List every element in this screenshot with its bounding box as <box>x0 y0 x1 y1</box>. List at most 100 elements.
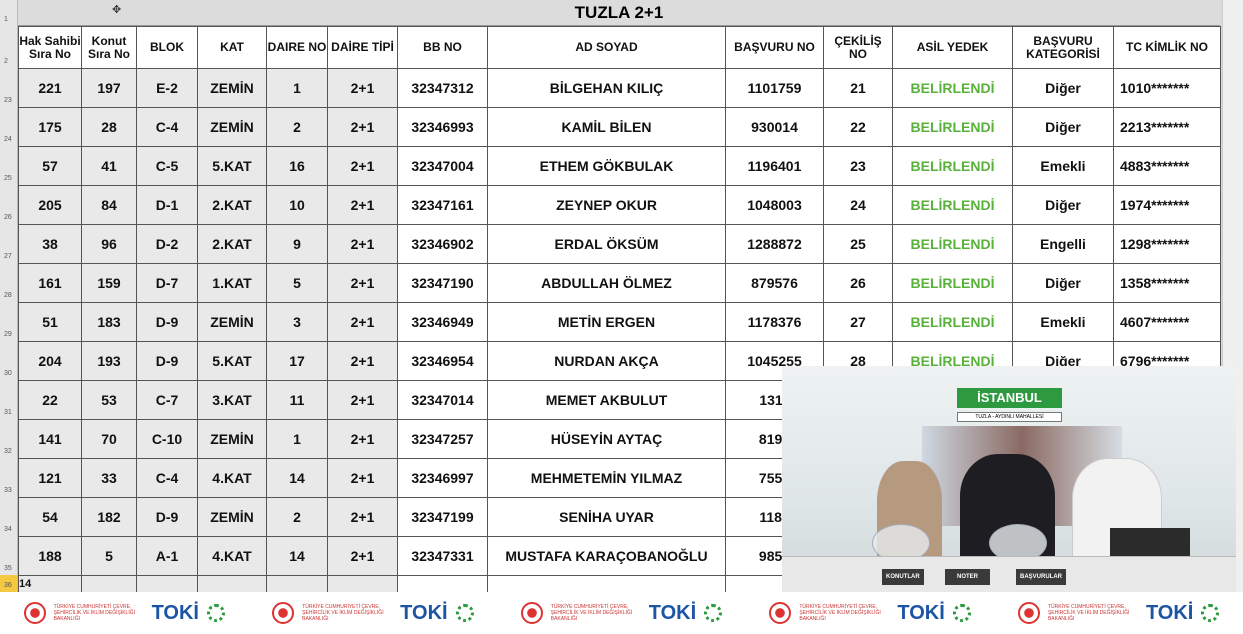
table-cell[interactable]: 32347014 <box>397 380 488 420</box>
table-cell[interactable]: ZEMİN <box>197 107 267 147</box>
table-cell[interactable]: 32347312 <box>397 68 488 108</box>
row-number[interactable]: 25 <box>0 146 18 185</box>
table-cell[interactable]: 1196401 <box>725 146 824 186</box>
table-cell[interactable]: SENİHA UYAR <box>487 497 726 537</box>
table-cell[interactable]: Diğer <box>1012 263 1114 303</box>
table-cell[interactable]: 22 <box>823 107 893 147</box>
table-cell[interactable]: MEMET AKBULUT <box>487 380 726 420</box>
table-cell[interactable]: 3 <box>266 302 328 342</box>
table-cell[interactable]: BELİRLENDİ <box>892 263 1013 303</box>
column-header[interactable]: BAŞVURU NO <box>725 26 824 69</box>
table-cell[interactable]: 2.KAT <box>197 185 267 225</box>
table-cell[interactable]: HÜSEYİN AYTAÇ <box>487 419 726 459</box>
table-cell[interactable]: BELİRLENDİ <box>892 302 1013 342</box>
table-cell[interactable]: D-9 <box>136 341 198 381</box>
table-cell[interactable]: 2 <box>266 497 328 537</box>
table-cell[interactable]: 197 <box>81 68 137 108</box>
table-cell[interactable]: ZEMİN <box>197 497 267 537</box>
table-cell[interactable]: BELİRLENDİ <box>892 224 1013 264</box>
table-cell[interactable]: 9 <box>266 224 328 264</box>
table-cell[interactable]: 182 <box>81 497 137 537</box>
table-cell[interactable]: 188 <box>18 536 82 576</box>
row-number[interactable]: 34 <box>0 497 18 536</box>
row-number[interactable]: 36 <box>0 575 18 592</box>
table-cell[interactable]: 32347331 <box>397 536 488 576</box>
table-cell[interactable]: 5.KAT <box>197 341 267 381</box>
column-header[interactable]: Konut Sıra No <box>81 26 137 69</box>
column-header[interactable]: KAT <box>197 26 267 69</box>
table-cell[interactable]: 141 <box>18 419 82 459</box>
table-cell[interactable]: 175 <box>18 107 82 147</box>
table-cell[interactable]: 204 <box>18 341 82 381</box>
table-cell[interactable]: MUSTAFA KARAÇOBANOĞLU <box>487 536 726 576</box>
table-cell[interactable]: BİLGEHAN KILIÇ <box>487 68 726 108</box>
table-cell[interactable]: 53 <box>81 380 137 420</box>
table-cell[interactable]: 205 <box>18 185 82 225</box>
column-header[interactable]: AD SOYAD <box>487 26 726 69</box>
table-cell[interactable]: C-5 <box>136 146 198 186</box>
column-header[interactable]: ÇEKİLİŞ NO <box>823 26 893 69</box>
table-cell[interactable]: 4.KAT <box>197 458 267 498</box>
table-cell[interactable] <box>487 575 726 593</box>
table-cell[interactable]: 32347257 <box>397 419 488 459</box>
table-cell[interactable]: 84 <box>81 185 137 225</box>
table-cell[interactable]: ERDAL ÖKSÜM <box>487 224 726 264</box>
table-cell[interactable]: Emekli <box>1012 146 1114 186</box>
table-cell[interactable]: 2+1 <box>327 68 398 108</box>
table-cell[interactable] <box>327 575 398 593</box>
table-cell[interactable]: D-7 <box>136 263 198 303</box>
column-header[interactable]: ASİL YEDEK <box>892 26 1013 69</box>
table-cell[interactable]: 51 <box>18 302 82 342</box>
table-cell[interactable]: 159 <box>81 263 137 303</box>
table-cell[interactable]: D-9 <box>136 302 198 342</box>
table-cell[interactable]: 2+1 <box>327 146 398 186</box>
table-cell[interactable]: 70 <box>81 419 137 459</box>
table-cell[interactable]: 1358******* <box>1113 263 1221 303</box>
table-cell[interactable]: 54 <box>18 497 82 537</box>
table-cell[interactable] <box>397 575 488 593</box>
table-cell[interactable] <box>81 575 137 593</box>
table-cell[interactable]: 14 <box>266 458 328 498</box>
table-cell[interactable]: 5.KAT <box>197 146 267 186</box>
table-cell[interactable]: 32347161 <box>397 185 488 225</box>
table-cell[interactable]: 2+1 <box>327 458 398 498</box>
column-header[interactable]: TC KİMLİK NO <box>1113 26 1221 69</box>
row-number[interactable]: 33 <box>0 458 18 497</box>
table-cell[interactable]: 4607******* <box>1113 302 1221 342</box>
table-cell[interactable]: 38 <box>18 224 82 264</box>
table-cell[interactable]: 1101759 <box>725 68 824 108</box>
table-cell[interactable]: 32346997 <box>397 458 488 498</box>
table-cell[interactable]: 1178376 <box>725 302 824 342</box>
table-cell[interactable]: 14 <box>18 575 82 593</box>
table-cell[interactable]: 23 <box>823 146 893 186</box>
table-cell[interactable]: 17 <box>266 341 328 381</box>
row-number[interactable]: 30 <box>0 341 18 380</box>
table-cell[interactable]: MEHMETEMİN YILMAZ <box>487 458 726 498</box>
table-cell[interactable]: ZEMİN <box>197 68 267 108</box>
table-cell[interactable]: 32347004 <box>397 146 488 186</box>
table-cell[interactable]: 121 <box>18 458 82 498</box>
table-cell[interactable]: C-4 <box>136 458 198 498</box>
table-cell[interactable] <box>197 575 267 593</box>
table-cell[interactable]: BELİRLENDİ <box>892 185 1013 225</box>
table-cell[interactable]: METİN ERGEN <box>487 302 726 342</box>
table-cell[interactable]: Diğer <box>1012 185 1114 225</box>
table-cell[interactable]: 1.KAT <box>197 263 267 303</box>
table-cell[interactable]: 28 <box>81 107 137 147</box>
table-cell[interactable]: 2+1 <box>327 263 398 303</box>
table-cell[interactable]: 33 <box>81 458 137 498</box>
row-number[interactable]: 23 <box>0 68 18 107</box>
column-header[interactable]: Hak Sahibi Sıra No <box>18 26 82 69</box>
row-number[interactable]: 27 <box>0 224 18 263</box>
table-cell[interactable]: 41 <box>81 146 137 186</box>
table-cell[interactable]: 2213******* <box>1113 107 1221 147</box>
table-cell[interactable]: BELİRLENDİ <box>892 107 1013 147</box>
table-cell[interactable]: 2 <box>266 107 328 147</box>
table-cell[interactable]: 1010******* <box>1113 68 1221 108</box>
table-cell[interactable]: 4883******* <box>1113 146 1221 186</box>
column-header[interactable]: BB NO <box>397 26 488 69</box>
table-cell[interactable]: 2+1 <box>327 185 398 225</box>
table-cell[interactable]: 1298******* <box>1113 224 1221 264</box>
table-cell[interactable]: Diğer <box>1012 107 1114 147</box>
table-cell[interactable]: 879576 <box>725 263 824 303</box>
